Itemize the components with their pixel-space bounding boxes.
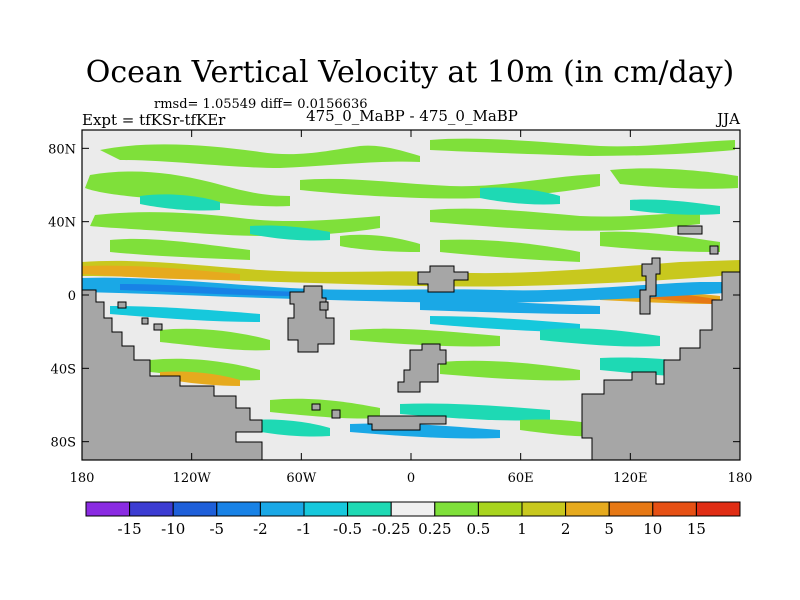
colorbar-swatch xyxy=(390,501,436,517)
colorbar-swatch xyxy=(695,501,741,517)
colorbar-label: 0.25 xyxy=(418,520,451,538)
land-west xyxy=(82,289,263,460)
colorbar-swatch xyxy=(477,501,523,517)
colorbar: -15 -10 -5 -2 -1 -0.5 -0.25 0.25 0.5 1 2 5 10 15 xyxy=(85,501,741,538)
season-label: JJA xyxy=(715,110,740,128)
x-tick-label: 180 xyxy=(70,471,95,486)
land-island-c xyxy=(397,343,447,393)
x-tick-label: 60W xyxy=(286,471,317,486)
land-island-f xyxy=(709,245,719,255)
colorbar-swatch xyxy=(347,501,392,517)
colorbar-label: -0.25 xyxy=(372,520,410,538)
y-axis: 80N 40N 0 40S 80S xyxy=(48,142,740,451)
land-strip-south xyxy=(367,415,447,431)
x-tick-label: 120W xyxy=(173,471,212,486)
land-island-b xyxy=(417,265,469,293)
land-island-d xyxy=(639,257,661,315)
colorbar-swatch xyxy=(303,501,349,517)
colorbar-label: 5 xyxy=(604,520,614,538)
chart-title: Ocean Vertical Velocity at 10m (in cm/da… xyxy=(86,55,735,90)
x-axis: 180 120W 60W 0 60E 120E 180 xyxy=(70,130,753,486)
colorbar-swatch xyxy=(172,501,218,517)
land-island-g xyxy=(117,301,127,309)
southern-field-patches xyxy=(150,328,720,439)
colorbar-label: 15 xyxy=(687,520,706,538)
y-tick-label: 0 xyxy=(68,289,76,304)
land-island-j xyxy=(311,403,321,411)
colorbar-swatch xyxy=(521,501,567,517)
land-southeast xyxy=(581,271,740,460)
colorbar-swatch xyxy=(608,501,654,517)
case-label: 475_0_MaBP - 475_0_MaBP xyxy=(306,107,518,125)
colorbar-label: 2 xyxy=(561,520,571,538)
x-tick-label: 0 xyxy=(407,471,415,486)
land-island-h xyxy=(141,317,149,325)
x-tick-label: 120E xyxy=(613,471,647,486)
colorbar-label: -0.5 xyxy=(333,520,362,538)
land-island-e xyxy=(677,225,703,235)
colorbar-swatch xyxy=(216,501,261,517)
colorbar-label: -10 xyxy=(161,520,185,538)
y-tick-label: 40S xyxy=(51,362,76,377)
colorbar-label: -1 xyxy=(297,520,312,538)
y-tick-label: 80S xyxy=(51,436,76,451)
colorbar-label: -15 xyxy=(118,520,142,538)
colorbar-swatch xyxy=(259,501,305,517)
stats-label: rmsd= 1.05549 diff= 0.0156636 xyxy=(154,97,368,112)
colorbar-label: 1 xyxy=(517,520,527,538)
x-tick-label: 60E xyxy=(508,471,534,486)
land-island-k xyxy=(331,409,341,419)
colorbar-label: 10 xyxy=(643,520,662,538)
land-island-i xyxy=(153,323,163,331)
colorbar-swatch xyxy=(652,501,697,517)
y-tick-label: 40N xyxy=(48,216,76,231)
x-tick-label: 180 xyxy=(728,471,753,486)
colorbar-label: -2 xyxy=(253,520,268,538)
expt-label: Expt = tfKSr-tfKEr xyxy=(82,111,226,129)
colorbar-swatch xyxy=(129,501,174,517)
equatorial-downwelling-band xyxy=(82,277,740,332)
map-plot xyxy=(81,129,741,461)
land-masses xyxy=(82,225,740,460)
negative-field-patches-north xyxy=(140,187,720,241)
colorbar-label: 0.5 xyxy=(466,520,490,538)
colorbar-swatch xyxy=(85,501,131,517)
land-island-l xyxy=(319,301,329,311)
colorbar-swatch xyxy=(434,501,479,517)
colorbar-label: -5 xyxy=(209,520,224,538)
y-tick-label: 80N xyxy=(48,142,76,157)
colorbar-swatch xyxy=(565,501,610,517)
